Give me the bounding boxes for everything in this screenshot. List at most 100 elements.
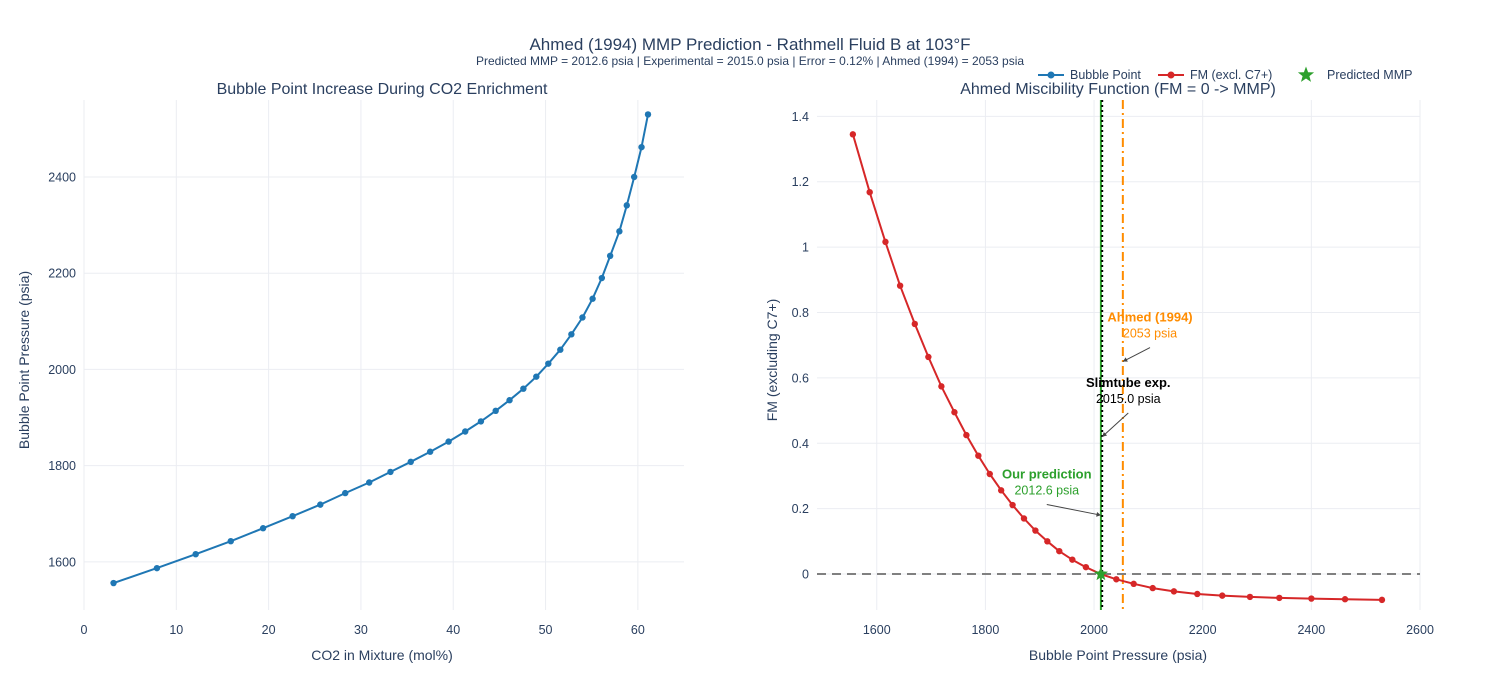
data-point bbox=[616, 228, 623, 235]
data-point bbox=[407, 458, 414, 466]
x-tick-label: 2400 bbox=[1297, 623, 1325, 637]
data-point bbox=[630, 173, 638, 181]
data-point bbox=[259, 525, 267, 532]
right-panel-title: Ahmed Miscibility Function (FM = 0 -> MM… bbox=[960, 81, 1276, 98]
legend-item-bubble-point[interactable]: Bubble Point bbox=[1038, 68, 1141, 82]
data-point bbox=[606, 252, 614, 260]
legend-item-fm[interactable]: FM (excl. C7+) bbox=[1158, 68, 1272, 82]
data-point bbox=[227, 537, 234, 545]
x-tick-label: 10 bbox=[169, 623, 183, 637]
data-point bbox=[938, 383, 945, 390]
x-tick-label: 20 bbox=[262, 623, 276, 637]
data-point bbox=[1378, 596, 1386, 604]
data-point bbox=[598, 274, 606, 282]
legend-item-predicted-mmp[interactable]: Predicted MMP bbox=[1297, 66, 1413, 83]
data-point bbox=[644, 111, 652, 118]
data-point bbox=[1069, 556, 1076, 563]
data-point bbox=[192, 550, 199, 558]
data-point bbox=[1009, 501, 1016, 509]
legend-star-icon bbox=[1297, 66, 1315, 82]
data-point bbox=[545, 360, 552, 367]
data-point bbox=[911, 320, 918, 328]
x-tick-label: 50 bbox=[539, 623, 553, 637]
data-point bbox=[623, 202, 630, 209]
data-point bbox=[951, 409, 958, 416]
annotation-value: 2012.6 psia bbox=[1014, 484, 1079, 498]
bubble-point-series bbox=[110, 111, 652, 587]
data-point bbox=[1113, 576, 1120, 583]
legend-label-predicted-mmp: Predicted MMP bbox=[1327, 68, 1412, 82]
y-tick-label: 2400 bbox=[48, 170, 76, 184]
chart-title: Ahmed (1994) MMP Prediction - Rathmell F… bbox=[529, 35, 970, 54]
y-tick-label: 0.8 bbox=[792, 306, 809, 320]
predicted-mmp-star bbox=[1093, 566, 1108, 581]
annotation-arrow bbox=[1122, 347, 1151, 362]
data-point bbox=[638, 143, 645, 151]
data-point bbox=[1276, 594, 1283, 602]
chart-subtitle: Predicted MMP = 2012.6 psia | Experiment… bbox=[476, 54, 1024, 68]
x-tick-label: 1800 bbox=[971, 623, 999, 637]
data-point bbox=[289, 512, 296, 520]
left-y-axis-title: Bubble Point Pressure (psia) bbox=[16, 271, 32, 449]
reference-lines bbox=[817, 100, 1420, 610]
annotation-arrow bbox=[1101, 412, 1129, 438]
data-point bbox=[1020, 515, 1028, 522]
y-tick-label: 1800 bbox=[48, 459, 76, 473]
data-point bbox=[557, 346, 564, 353]
left-panel-title: Bubble Point Increase During CO2 Enrichm… bbox=[217, 81, 548, 98]
data-point bbox=[1308, 595, 1315, 602]
annotations: Ahmed (1994) 2053 psia Slimtube exp. 2015.0… bbox=[1002, 310, 1193, 517]
data-point bbox=[1082, 563, 1090, 571]
y-tick-label: 0.4 bbox=[792, 437, 809, 451]
data-point bbox=[849, 131, 857, 138]
bubble-point-panel: Bubble Point Increase During CO2 Enrichm… bbox=[16, 81, 684, 663]
legend-label-bubble-point: Bubble Point bbox=[1070, 68, 1141, 82]
x-tick-label: 2200 bbox=[1189, 623, 1217, 637]
data-point bbox=[1130, 580, 1137, 588]
data-point bbox=[445, 438, 452, 445]
x-tick-label: 0 bbox=[81, 623, 88, 637]
right-x-axis-title: Bubble Point Pressure (psia) bbox=[1029, 647, 1207, 663]
y-tick-label: 0.6 bbox=[792, 371, 809, 385]
annotation-arrowhead bbox=[1122, 357, 1128, 362]
right-y-axis-title: FM (excluding C7+) bbox=[764, 299, 780, 422]
y-tick-label: 2000 bbox=[48, 363, 76, 377]
right-grid bbox=[817, 100, 1421, 610]
data-point bbox=[1056, 547, 1063, 555]
x-tick-label: 2600 bbox=[1406, 623, 1434, 637]
data-point bbox=[997, 487, 1005, 494]
y-tick-label: 1.2 bbox=[792, 175, 809, 189]
data-point bbox=[533, 373, 540, 380]
data-point bbox=[1246, 593, 1254, 601]
x-tick-label: 30 bbox=[354, 623, 368, 637]
legend-label-fm: FM (excl. C7+) bbox=[1190, 68, 1272, 82]
data-point bbox=[506, 397, 513, 404]
data-point bbox=[387, 468, 394, 476]
data-point bbox=[110, 579, 117, 587]
annotation-title: Ahmed (1994) bbox=[1107, 310, 1192, 325]
fm-series bbox=[849, 131, 1386, 604]
legend: Bubble Point FM (excl. C7+) Predicted MM… bbox=[1038, 66, 1413, 83]
annotation-value: 2015.0 psia bbox=[1096, 392, 1161, 406]
annotation-title: Our prediction bbox=[1002, 467, 1092, 482]
data-point bbox=[342, 489, 349, 497]
annotation-arrowhead bbox=[1096, 511, 1101, 517]
y-tick-label: 1.4 bbox=[792, 110, 809, 124]
data-point bbox=[882, 238, 889, 246]
series-line bbox=[851, 134, 1383, 601]
data-point bbox=[1341, 596, 1349, 603]
data-point bbox=[568, 331, 575, 338]
y-tick-label: 2200 bbox=[48, 267, 76, 281]
y-tick-label: 0.2 bbox=[792, 502, 809, 516]
data-point bbox=[925, 353, 932, 361]
y-tick-label: 1 bbox=[802, 241, 809, 255]
data-point bbox=[366, 479, 373, 486]
x-tick-label: 60 bbox=[631, 623, 645, 637]
annotation-title: Slimtube exp. bbox=[1086, 375, 1171, 390]
annotation-value: 2053 psia bbox=[1123, 327, 1177, 341]
annotation-arrow bbox=[1046, 504, 1101, 516]
data-point bbox=[1170, 588, 1178, 595]
data-point bbox=[589, 295, 596, 302]
data-point bbox=[477, 418, 485, 425]
